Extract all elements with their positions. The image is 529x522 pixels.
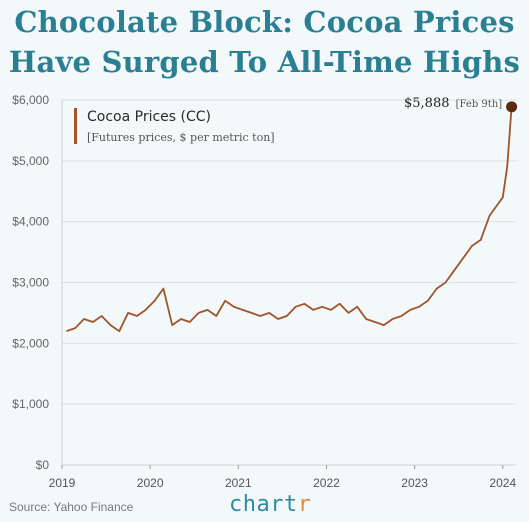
last-date: [Feb 9th]: [455, 99, 503, 110]
last-value-label: $5,888 [Feb 9th]: [404, 96, 502, 111]
x-tick-label: 2022: [313, 476, 340, 490]
y-tick-label: $2,000: [12, 336, 49, 350]
y-tick-label: $1,000: [12, 397, 49, 411]
y-tick-label: $0: [36, 458, 50, 472]
x-tick-label: 2020: [137, 476, 164, 490]
legend: Cocoa Prices (CC) [Futures prices, $ per…: [74, 108, 275, 144]
last-point-marker: [506, 101, 518, 113]
y-tick-label: $6,000: [12, 93, 49, 107]
y-tick-label: $5,000: [12, 154, 49, 168]
legend-subtitle: [Futures prices, $ per metric ton]: [87, 131, 275, 144]
x-tick-label: 2023: [401, 476, 428, 490]
chart-title-line1: Chocolate Block: Cocoa Prices: [14, 5, 515, 39]
x-tick-label: 2024: [489, 476, 516, 490]
chart-title-line2: Have Surged To All-Time Highs: [8, 45, 521, 79]
source-note: Source: Yahoo Finance: [9, 500, 134, 514]
chart-title: Chocolate Block: Cocoa Prices Have Surge…: [0, 2, 529, 82]
last-value: $5,888: [404, 96, 450, 111]
x-tick-label: 2019: [49, 476, 76, 490]
brand-logo-main: chart: [229, 492, 298, 517]
brand-logo: chartr: [229, 492, 311, 517]
legend-title: Cocoa Prices (CC): [87, 109, 212, 125]
y-tick-label: $4,000: [12, 215, 49, 229]
series-line: [66, 106, 513, 333]
y-tick-label: $3,000: [12, 276, 49, 290]
x-tick-label: 2021: [225, 476, 252, 490]
brand-logo-accent: r: [297, 492, 312, 517]
